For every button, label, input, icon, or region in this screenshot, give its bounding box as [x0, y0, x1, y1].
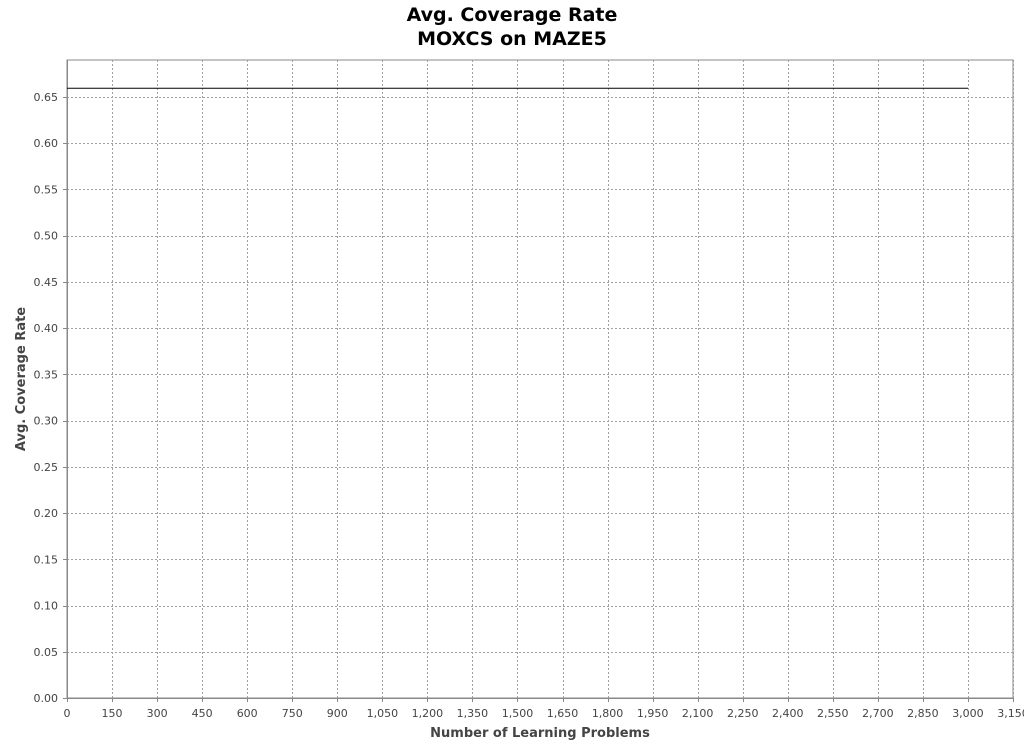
- y-tick-label: 0.45: [34, 276, 59, 289]
- x-tick-label: 2,550: [817, 707, 849, 720]
- y-tick-label: 0.35: [34, 368, 59, 381]
- x-tick-label: 150: [102, 707, 123, 720]
- y-tick-label: 0.60: [34, 137, 59, 150]
- x-tick-label: 450: [192, 707, 213, 720]
- y-tick-label: 0.50: [34, 230, 59, 243]
- y-tick-label: 0.30: [34, 415, 59, 428]
- x-tick-label: 1,800: [592, 707, 624, 720]
- grid: [67, 60, 1014, 698]
- x-tick-label: 2,250: [727, 707, 759, 720]
- x-tick-label: 2,850: [907, 707, 939, 720]
- y-tick-label: 0.20: [34, 507, 59, 520]
- x-tick-label: 2,100: [682, 707, 714, 720]
- tick-labels: 0 150 300 450 600 750 900 1,050 1,200 1,350 1,500 1…: [34, 91, 1024, 720]
- chart-subtitle: MOXCS on MAZE5: [417, 28, 607, 50]
- y-tick-label: 0.25: [34, 461, 59, 474]
- y-tick-label: 0.40: [34, 322, 59, 335]
- chart-title: Avg. Coverage Rate: [407, 4, 618, 26]
- x-axis-title: Number of Learning Problems: [430, 726, 650, 741]
- x-tick-label: 1,200: [412, 707, 444, 720]
- plot-area: [66, 59, 1014, 699]
- x-tick-label: 1,050: [367, 707, 399, 720]
- x-tick-label: 600: [237, 707, 258, 720]
- x-tick-label: 1,950: [637, 707, 669, 720]
- x-tick-label: 2,700: [862, 707, 894, 720]
- x-tick-label: 750: [282, 707, 303, 720]
- x-tick-label: 1,500: [502, 707, 534, 720]
- x-tick-label: 1,650: [547, 707, 579, 720]
- x-tick-label: 3,150: [997, 707, 1024, 720]
- x-tick-label: 3,000: [952, 707, 984, 720]
- y-tick-label: 0.05: [34, 646, 59, 659]
- y-tick-label: 0.55: [34, 183, 59, 196]
- axes: [63, 60, 1014, 702]
- y-tick-label: 0.15: [34, 553, 59, 566]
- x-tick-label: 0: [64, 707, 71, 720]
- y-axis-title: Avg. Coverage Rate: [14, 307, 29, 451]
- x-tick-label: 900: [327, 707, 348, 720]
- y-tick-label: 0.65: [34, 91, 59, 104]
- x-tick-label: 300: [147, 707, 168, 720]
- y-tick-label: 0.10: [34, 600, 59, 613]
- x-tick-label: 2,400: [772, 707, 804, 720]
- y-tick-label: 0.00: [34, 692, 59, 705]
- x-tick-label: 1,350: [457, 707, 489, 720]
